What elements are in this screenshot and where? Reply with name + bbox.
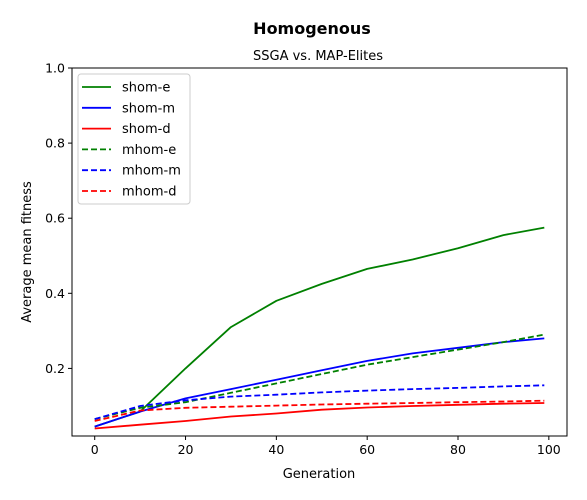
y-tick-label: 0.4 xyxy=(45,286,65,301)
legend-box xyxy=(77,73,191,205)
legend-label-shom-d: shom-d xyxy=(122,122,171,137)
plot-frame xyxy=(71,67,568,437)
series-line-shom-e xyxy=(94,226,545,428)
chart-title: Homogenous xyxy=(253,19,371,38)
x-tick-label: 80 xyxy=(450,442,466,457)
y-tick-label: 1.0 xyxy=(45,61,65,76)
legend-label-mhom-m: mhom-m xyxy=(122,164,181,179)
x-tick-label: 20 xyxy=(178,442,194,457)
series-line-mhom-d xyxy=(94,399,545,422)
legend-label-mhom-e: mhom-e xyxy=(122,143,176,158)
x-tick-label: 100 xyxy=(537,442,561,457)
x-axis-ticks: 0 20 40 60 80 100 xyxy=(91,436,561,457)
series-layer xyxy=(94,226,545,430)
series-line-mhom-m xyxy=(94,384,545,420)
series-line-shom-d xyxy=(94,402,545,430)
legend-label-shom-e: shom-e xyxy=(122,81,170,96)
x-tick-label: 60 xyxy=(359,442,375,457)
legend: shom-e shom-m shom-d mhom-e mhom-m mhom-d xyxy=(77,73,191,205)
legend-label-shom-m: shom-m xyxy=(122,101,175,116)
y-axis-label: Average mean fitness xyxy=(20,181,35,323)
y-axis-ticks: 0.2 0.4 0.6 0.8 1.0 xyxy=(45,61,72,376)
legend-label-mhom-d: mhom-d xyxy=(122,185,176,200)
y-tick-label: 0.2 xyxy=(45,361,65,376)
x-tick-label: 0 xyxy=(91,442,99,457)
x-axis-label: Generation xyxy=(283,467,356,482)
y-tick-label: 0.8 xyxy=(45,136,65,151)
chart-subtitle: SSGA vs. MAP-Elites xyxy=(253,49,383,64)
x-tick-label: 40 xyxy=(268,442,284,457)
y-tick-label: 0.6 xyxy=(45,211,65,226)
series-line-mhom-e xyxy=(94,333,545,420)
